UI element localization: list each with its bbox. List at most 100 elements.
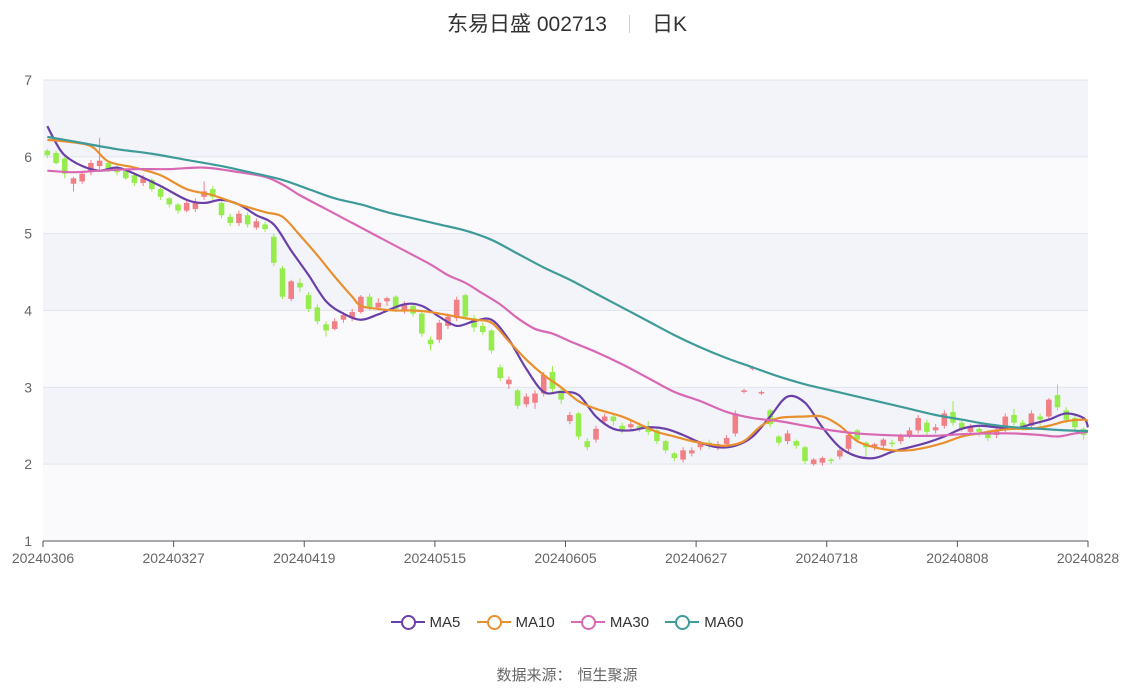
candle-body <box>349 312 355 319</box>
candle-body <box>305 295 312 309</box>
candle-body <box>384 298 390 302</box>
candle-body <box>323 324 329 331</box>
candle-body <box>662 441 669 451</box>
candle-body <box>619 425 625 431</box>
candle-body <box>654 430 660 442</box>
chart-title: 东易日盛 002713 日K <box>0 8 1134 38</box>
ma-line-ma60 <box>47 135 1089 433</box>
candle-body <box>497 367 503 379</box>
ma-line-ma10 <box>47 138 1089 452</box>
candle-body <box>532 393 538 403</box>
legend-marker-icon <box>570 612 605 632</box>
candle-body <box>218 202 225 216</box>
ma-line-ma5 <box>46 125 1090 460</box>
candle-body <box>427 339 434 345</box>
legend-circle <box>580 615 596 630</box>
data-source: 数据来源： 恒生聚源 <box>0 664 1134 685</box>
candle-body <box>488 330 495 351</box>
candle-body <box>1046 399 1052 417</box>
candle-body <box>897 436 904 442</box>
candle-body <box>270 236 277 263</box>
candle-body <box>837 450 843 457</box>
candle-body <box>802 447 808 462</box>
x-tick-label: 20240327 <box>142 550 205 566</box>
source-label: 数据来源： <box>496 667 572 684</box>
grid-band <box>43 310 1088 388</box>
legend-label: MA10 <box>515 613 555 631</box>
candle-body <box>1072 418 1078 428</box>
candle-body <box>697 442 704 448</box>
candle-body <box>166 198 173 205</box>
candle-body <box>297 282 303 288</box>
candle-body <box>401 304 408 311</box>
candle-body <box>288 281 294 299</box>
legend-item-ma5[interactable]: MA5 <box>390 612 460 632</box>
candle-body <box>88 162 94 173</box>
candle-body <box>506 379 512 385</box>
candle-body <box>819 458 826 463</box>
candle-body <box>967 427 974 432</box>
candle-body <box>61 158 68 174</box>
candle-body <box>871 444 878 448</box>
candle-body <box>1019 422 1026 428</box>
candle-body <box>723 438 730 445</box>
grid-band <box>43 387 1088 465</box>
candle-body <box>1002 416 1009 429</box>
ma-line-ma30 <box>47 166 1089 438</box>
x-tick-label: 20240515 <box>404 550 467 566</box>
kline-chart: 1 2 3 4 5 6 7 20240306 20240327 20240419 20240515… <box>12 72 1120 566</box>
candle-body <box>688 450 695 454</box>
candle-body <box>1054 395 1061 408</box>
plot-background <box>43 80 1088 541</box>
legend: MA5 MA10 MA30 MA60 <box>0 612 1134 636</box>
stock-name-code: 东易日盛 002713 <box>447 13 607 36</box>
candle-body <box>732 413 739 434</box>
candle-body <box>175 204 181 211</box>
candle-body <box>1028 413 1035 426</box>
candle-body <box>1011 414 1017 423</box>
grid-band <box>43 233 1088 311</box>
candle-body <box>105 162 112 170</box>
candle-body <box>70 178 77 184</box>
candle-body <box>436 322 443 340</box>
legend-circle <box>486 615 502 630</box>
candle-body <box>340 315 347 320</box>
legend-item-ma30[interactable]: MA30 <box>570 612 650 632</box>
legend-item-ma60[interactable]: MA60 <box>665 612 743 632</box>
candle-body <box>279 268 286 297</box>
candle-body <box>636 425 643 429</box>
y-tick-label: 7 <box>24 72 32 88</box>
source-name: 恒生聚源 <box>577 667 638 684</box>
candle-body <box>584 441 591 448</box>
period-label: 日K <box>651 13 687 36</box>
candle-body <box>523 396 530 405</box>
candle-body <box>741 390 747 392</box>
legend-label: MA30 <box>609 613 650 631</box>
y-tick-label: 5 <box>24 226 32 242</box>
candle-body <box>471 318 477 328</box>
y-tick-label: 4 <box>24 303 32 319</box>
y-tick-label: 2 <box>24 456 32 472</box>
moving-average-lines <box>46 125 1090 460</box>
x-tick-label: 20240828 <box>1057 550 1120 566</box>
candle-body <box>131 175 138 183</box>
candle-body <box>366 296 373 308</box>
candle-body <box>567 414 573 422</box>
legend-marker-icon <box>390 612 425 632</box>
candle-body <box>924 422 930 432</box>
title-separator <box>628 15 630 33</box>
candle-body <box>375 302 382 308</box>
candle-body <box>610 416 617 422</box>
candle-body <box>392 296 399 309</box>
candle-body <box>53 152 59 163</box>
candle-body <box>140 178 146 183</box>
candle-body <box>671 453 678 459</box>
legend-marker-icon <box>665 612 700 632</box>
candle-body <box>845 434 852 449</box>
candle-body <box>1063 410 1070 420</box>
legend-marker-icon <box>476 612 511 632</box>
candle-body <box>932 427 939 431</box>
candle-body <box>79 173 85 182</box>
legend-item-ma10[interactable]: MA10 <box>476 612 555 632</box>
legend-circle <box>400 615 416 630</box>
